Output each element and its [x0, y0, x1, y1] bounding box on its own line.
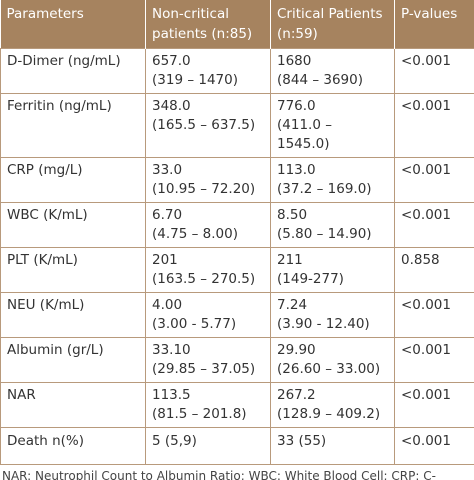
- table-cell: 8.50 (5.80 – 14.90): [270, 202, 395, 248]
- table-cell: 4.00 (3.00 - 5.77): [145, 292, 271, 338]
- cell-line: (319 – 1470): [152, 72, 238, 88]
- cell-line: (37.2 – 169.0): [277, 181, 372, 197]
- cell-line: (411.0 – 1545.0): [277, 117, 332, 152]
- table-cell: <0.001: [394, 292, 474, 338]
- table-row: WBC (K/mL) 6.70 (4.75 – 8.00) 8.50 (5.80 – 1…: [0, 202, 474, 248]
- cell-line: <0.001: [401, 162, 451, 178]
- table-cell: D-Dimer (ng/mL): [0, 48, 146, 94]
- table-row: D-Dimer (ng/mL) 657.0 (319 – 1470) 1680 (844…: [0, 48, 474, 94]
- cell-line: 201: [152, 252, 178, 268]
- cell-line: 267.2: [277, 387, 316, 403]
- table-cell: 33 (55): [270, 427, 395, 465]
- table-row: CRP (mg/L) 33.0 (10.95 – 72.20) 113.0 (37.2 …: [0, 157, 474, 203]
- cell-line: 33.10: [152, 342, 191, 358]
- cell-line: 211: [277, 252, 303, 268]
- cell-line: <0.001: [401, 53, 451, 69]
- table-cell: <0.001: [394, 202, 474, 248]
- cell-line: (5.80 – 14.90): [277, 226, 372, 242]
- table-cell: NAR: [0, 382, 146, 428]
- table-cell: <0.001: [394, 337, 474, 383]
- cell-line: 113.5: [152, 387, 191, 403]
- cell-line: (149-277): [277, 271, 344, 287]
- header-cell: P-values: [394, 0, 474, 49]
- cell-line: 8.50: [277, 207, 308, 223]
- cell-line: 0.858: [401, 252, 440, 268]
- cell-line: 348.0: [152, 98, 191, 114]
- table-cell: <0.001: [394, 93, 474, 158]
- table-cell: 776.0 (411.0 – 1545.0): [270, 93, 395, 158]
- cell-line: 5 (5,9): [152, 433, 197, 449]
- table-row: Ferritin (ng/mL) 348.0 (165.5 – 637.5) 776.…: [0, 93, 474, 158]
- cell-line: 7.24: [277, 297, 308, 313]
- table-cell: 113.0 (37.2 – 169.0): [270, 157, 395, 203]
- cell-line: 29.90: [277, 342, 316, 358]
- table-cell: Ferritin (ng/mL): [0, 93, 146, 158]
- data-table: Parameters Non-critical patients (n:85) Cr…: [0, 0, 474, 465]
- table-cell: 33.10 (29.85 – 37.05): [145, 337, 271, 383]
- table-row: NEU (K/mL) 4.00 (3.00 - 5.77) 7.24 (3.90 - 1…: [0, 292, 474, 338]
- table-cell: 33.0 (10.95 – 72.20): [145, 157, 271, 203]
- table-cell: Albumin (gr/L): [0, 337, 146, 383]
- table-cell: 6.70 (4.75 – 8.00): [145, 202, 271, 248]
- cell-line: (844 – 3690): [277, 72, 363, 88]
- table-cell: 113.5 (81.5 – 201.8): [145, 382, 271, 428]
- cell-line: (4.75 – 8.00): [152, 226, 238, 242]
- header-row: Parameters Non-critical patients (n:85) Cr…: [0, 0, 474, 49]
- cell-line: (163.5 – 270.5): [152, 271, 256, 287]
- table-cell: 211 (149-277): [270, 247, 395, 293]
- table-cell: 657.0 (319 – 1470): [145, 48, 271, 94]
- table-cell: Death n(%): [0, 427, 146, 465]
- table-cell: 1680 (844 – 3690): [270, 48, 395, 94]
- table-cell: 201 (163.5 – 270.5): [145, 247, 271, 293]
- cell-line: 4.00: [152, 297, 183, 313]
- cell-line: (3.00 - 5.77): [152, 316, 237, 332]
- cell-line: (81.5 – 201.8): [152, 406, 247, 422]
- cell-line: <0.001: [401, 342, 451, 358]
- table-cell: 29.90 (26.60 – 33.00): [270, 337, 395, 383]
- cell-line: <0.001: [401, 98, 451, 114]
- table-cell: 348.0 (165.5 – 637.5): [145, 93, 271, 158]
- cell-line: (128.9 – 409.2): [277, 406, 381, 422]
- cell-line: 33 (55): [277, 433, 327, 449]
- table-cell: PLT (K/mL): [0, 247, 146, 293]
- cell-line: (10.95 – 72.20): [152, 181, 256, 197]
- cell-line: 113.0: [277, 162, 316, 178]
- cell-line: <0.001: [401, 297, 451, 313]
- cell-line: 6.70: [152, 207, 183, 223]
- table-cell: 7.24 (3.90 - 12.40): [270, 292, 395, 338]
- table-cell: 267.2 (128.9 – 409.2): [270, 382, 395, 428]
- table-cell: <0.001: [394, 48, 474, 94]
- footnote: NAR: Neutrophil Count to Albumin Ratio; …: [2, 469, 436, 480]
- table-cell: <0.001: [394, 157, 474, 203]
- cell-line: 776.0: [277, 98, 316, 114]
- cell-line: 33.0: [152, 162, 183, 178]
- cell-line: 1680: [277, 53, 312, 69]
- table-cell: <0.001: [394, 382, 474, 428]
- table-cell: 5 (5,9): [145, 427, 271, 465]
- table-row: PLT (K/mL) 201 (163.5 – 270.5) 211 (149-277)…: [0, 247, 474, 293]
- table-row: Albumin (gr/L) 33.10 (29.85 – 37.05) 29.90 (…: [0, 337, 474, 383]
- cell-line: <0.001: [401, 207, 451, 223]
- header-cell: Critical Patients (n:59): [270, 0, 395, 49]
- table-row: Death n(%) 5 (5,9) 33 (55) <0.001: [0, 427, 474, 465]
- header-cell: Parameters: [0, 0, 146, 49]
- cell-line: 657.0: [152, 53, 191, 69]
- table-cell: <0.001: [394, 427, 474, 465]
- table-cell: 0.858: [394, 247, 474, 293]
- header-cell: Non-critical patients (n:85): [145, 0, 271, 49]
- cell-line: (29.85 – 37.05): [152, 361, 256, 377]
- table-row: NAR 113.5 (81.5 – 201.8) 267.2 (128.9 – 409.…: [0, 382, 474, 428]
- table-cell: NEU (K/mL): [0, 292, 146, 338]
- cell-line: (26.60 – 33.00): [277, 361, 381, 377]
- table-body: D-Dimer (ng/mL) 657.0 (319 – 1470) 1680 (844…: [0, 48, 474, 465]
- cell-line: (3.90 - 12.40): [277, 316, 370, 332]
- table-cell: CRP (mg/L): [0, 157, 146, 203]
- table-cell: WBC (K/mL): [0, 202, 146, 248]
- cell-line: <0.001: [401, 433, 451, 449]
- cell-line: (165.5 – 637.5): [152, 117, 256, 133]
- cell-line: <0.001: [401, 387, 451, 403]
